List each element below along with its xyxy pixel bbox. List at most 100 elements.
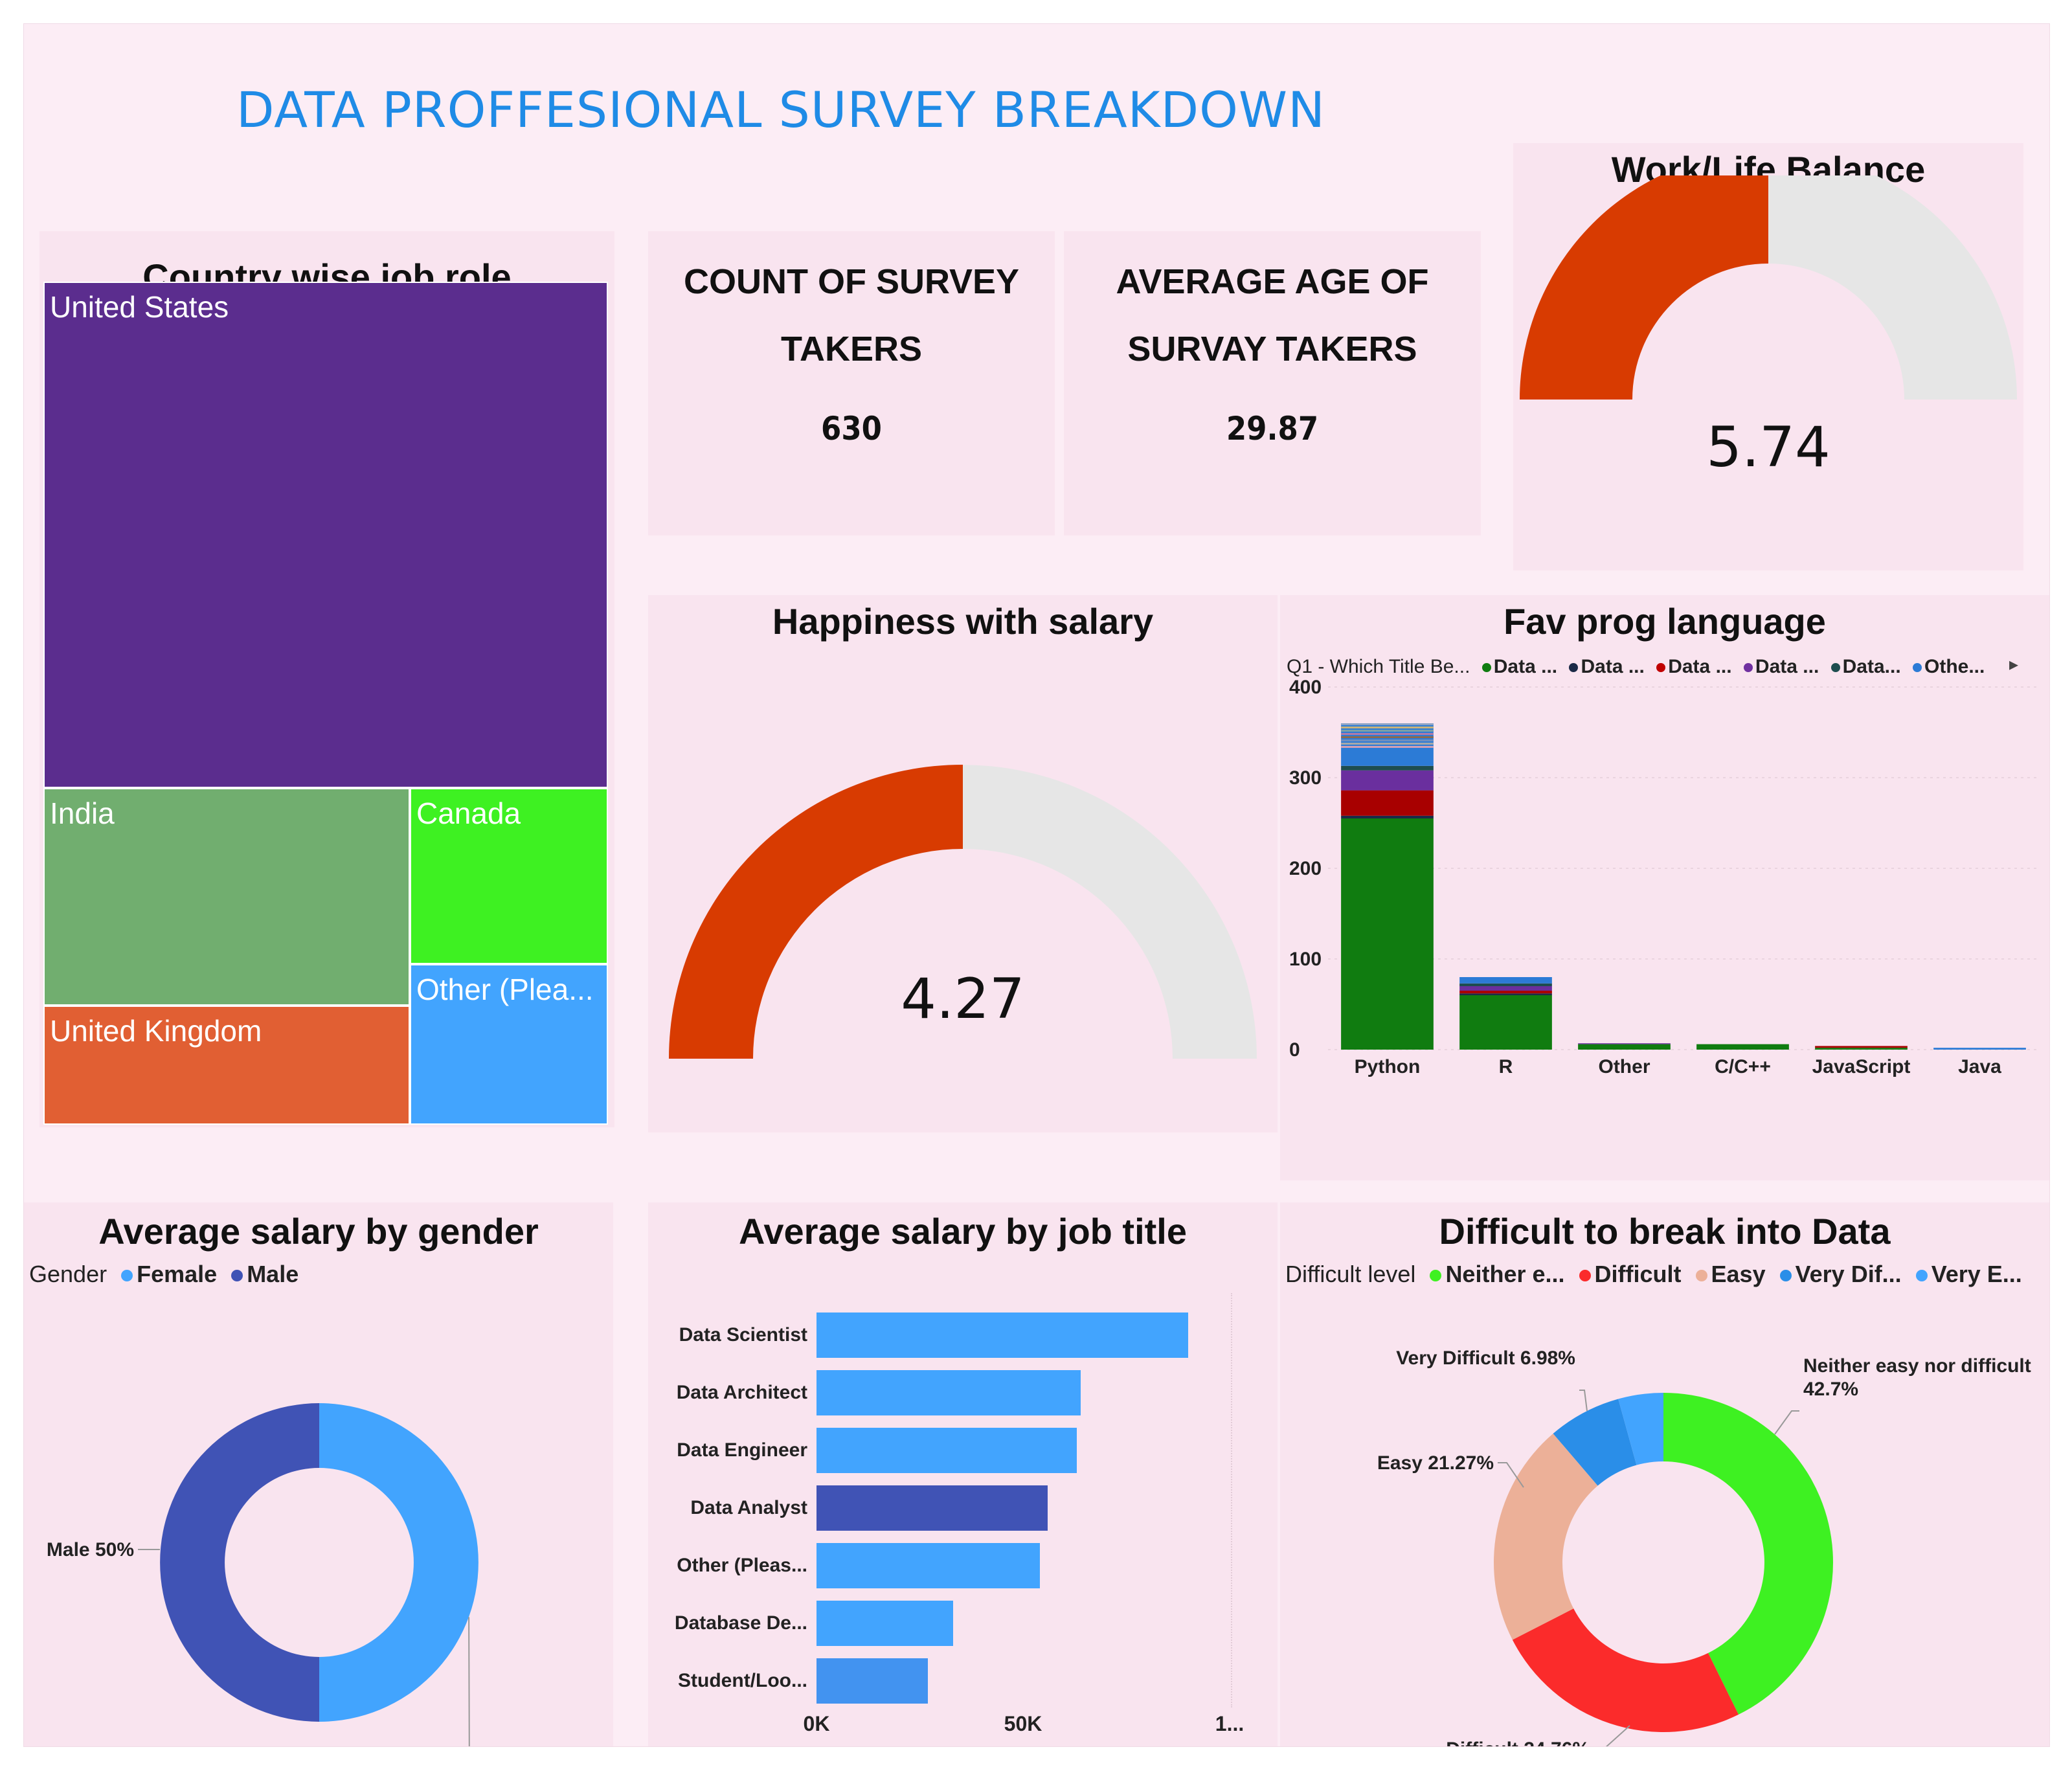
treemap-tile-canada[interactable]: Canada [410,788,608,964]
legend-item[interactable]: Female [137,1261,218,1287]
donut-slice[interactable] [1512,1608,1739,1732]
donut-slice[interactable] [1663,1393,1833,1715]
slice-label-neither: Neither easy nor difficult [1803,1355,2031,1377]
happiness-gauge [669,765,1257,1059]
legend-dot [1430,1270,1442,1282]
donut-slice[interactable] [1553,1399,1637,1486]
salary-bar[interactable] [816,1601,953,1646]
legend-item[interactable]: Data ... [1581,656,1645,677]
legend-dot [1913,663,1922,673]
bar-segment[interactable] [1459,995,1552,1050]
legend-next-arrow[interactable]: ▸ [2009,653,2019,675]
y-tick-label: 0 [1289,1039,1300,1061]
salary-bar[interactable] [816,1370,1081,1415]
bar-segment[interactable] [1459,986,1552,991]
treemap-card: Country wise job role United States Indi… [39,231,614,1127]
legend-item[interactable]: Very Dif... [1795,1261,1902,1287]
legend-title: Q1 - Which Title Be... [1287,656,1470,677]
legend-item[interactable]: Data ... [1668,656,1732,677]
kpi-count-title: COUNT OF SURVEY TAKERS [683,262,1020,368]
x-tick-label: Python [1355,1056,1421,1077]
gender-donut-chart: Female 50%Male 50% [47,1403,479,1746]
bar-segment [1341,743,1434,745]
kpi-count-value: 630 [821,410,882,447]
salary-bar[interactable] [816,1658,929,1704]
fav-lang-title: Fav prog language [1503,601,1826,642]
bar-segment[interactable] [1341,765,1434,771]
bar-segment[interactable] [1341,790,1434,816]
y-tick-label: 400 [1289,677,1322,698]
legend-item[interactable]: Othe... [1924,656,1985,677]
treemap-tile-united-states[interactable]: United States [43,282,608,788]
donut-slice[interactable] [319,1403,479,1722]
legend-dot [1915,1270,1928,1282]
legend-dot [1695,1270,1707,1282]
gauge-fill [1520,175,1768,400]
legend-item[interactable]: Data ... [1755,656,1819,677]
salary-bar[interactable] [816,1313,1189,1358]
bar-segment[interactable] [1341,770,1434,791]
slice-label-very-difficult: Very Difficult 6.98% [1396,1347,1575,1369]
label-leader [468,1617,470,1746]
legend-title: Difficult level [1285,1261,1416,1287]
legend-item[interactable]: Difficult [1594,1261,1682,1287]
happiness-value: 4.27 [901,967,1025,1031]
treemap-label: United States [50,290,229,324]
kpi-age-title: AVERAGE AGE OF SURVAY TAKERS [1116,262,1429,368]
treemap-tile-other[interactable]: Other (Plea... [410,964,608,1125]
bar-category-label: Other (Pleas... [677,1555,807,1576]
y-tick-label: 300 [1289,767,1322,789]
donut-slice[interactable] [1618,1393,1663,1465]
x-tick-label: 1... [1215,1712,1244,1735]
bar-category-label: Data Analyst [690,1497,807,1518]
jobtitle-card: Average salary by job title Data Scienti… [648,1202,1278,1746]
work-life-card: Work/Life Balance 5.74 [1513,143,2023,570]
x-tick-label: JavaScript [1812,1056,1911,1077]
gender-legend[interactable]: Gender Female Male [29,1261,298,1288]
x-axis-end-line [1231,1293,1232,1707]
legend-dot [231,1270,243,1282]
treemap-tile-united-kingdom[interactable]: United Kingdom [43,1006,410,1125]
bar-segment[interactable] [1696,1044,1789,1050]
legend-item[interactable]: Easy [1711,1261,1766,1287]
slice-label-easy: Easy 21.27% [1377,1452,1494,1474]
bar-segment[interactable] [1578,1044,1671,1050]
bar-segment[interactable] [1341,818,1434,1050]
bar-category-label: Database De... [674,1612,807,1634]
bar-segment[interactable] [1459,993,1552,995]
legend-item[interactable]: Data ... [1493,656,1558,677]
bar-category-label: Student/Loo... [678,1670,807,1691]
dashboard-title: DATA PROFFESIONAL SURVEY BREAKDOWN [236,81,1325,139]
salary-bar[interactable] [816,1543,1040,1588]
work-life-value: 5.74 [1706,415,1830,480]
bar-segment[interactable] [1341,815,1434,818]
legend-item[interactable]: Very E... [1931,1261,2022,1287]
legend-item[interactable]: Data... [1842,656,1901,677]
salary-bar[interactable] [816,1485,1048,1531]
legend-dot [1830,663,1840,673]
treemap-label: Canada [416,796,521,830]
x-tick-label: 0K [803,1712,830,1735]
legend-item[interactable]: Neither e... [1445,1261,1565,1287]
legend-item[interactable]: Male [247,1261,299,1287]
legend-dot [1743,663,1753,673]
y-tick-label: 100 [1289,949,1322,970]
difficulty-legend[interactable]: Difficult level Neither e... Difficult E… [1285,1261,2022,1288]
donut-slice[interactable] [1494,1433,1598,1640]
label-leader [1579,1390,1588,1412]
bar-segment[interactable] [1815,1046,1908,1048]
bar-segment[interactable] [1578,1043,1671,1044]
bar-segment[interactable] [1933,1048,2026,1050]
bar-segment[interactable] [1815,1048,1908,1050]
bar-segment[interactable] [1459,991,1552,994]
treemap-tile-india[interactable]: India [43,788,410,1006]
bar-segment[interactable] [1459,983,1552,986]
gender-card: Average salary by gender Gender Female M… [24,1202,613,1746]
salary-bar[interactable] [816,1428,1077,1473]
donut-slice[interactable] [160,1403,319,1722]
bar-segment[interactable] [1459,977,1552,984]
bar-segment [1341,730,1434,732]
legend-dot [1779,1270,1792,1282]
fav-lang-legend[interactable]: Q1 - Which Title Be... Data ... Data ...… [1287,656,1985,678]
